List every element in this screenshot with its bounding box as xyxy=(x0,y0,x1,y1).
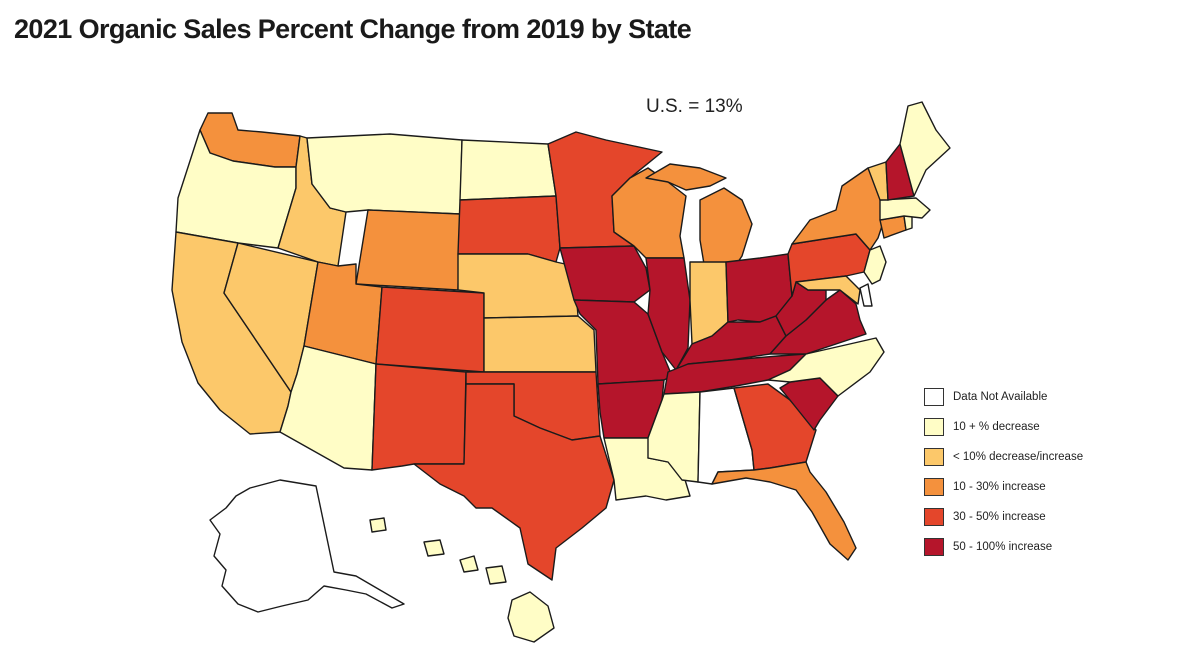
state-MI[interactable] xyxy=(699,187,753,265)
legend-item-flat: < 10% decrease/increase xyxy=(924,442,1083,472)
state-ME[interactable] xyxy=(899,101,951,197)
legend-label: 30 - 50% increase xyxy=(953,511,1046,523)
state-CO[interactable] xyxy=(375,286,485,373)
legend-swatch-flat xyxy=(924,448,944,466)
state-KS[interactable] xyxy=(483,315,597,373)
state-MA[interactable] xyxy=(879,197,931,221)
legend-label: 10 - 30% increase xyxy=(953,481,1046,493)
state-WY[interactable] xyxy=(355,209,461,291)
legend-swatch-dec10 xyxy=(924,418,944,436)
state-ND[interactable] xyxy=(459,139,557,201)
legend-label: 10 + % decrease xyxy=(953,421,1040,433)
state-HI-niihau[interactable] xyxy=(369,517,387,533)
state-AK[interactable] xyxy=(209,479,405,613)
state-NM[interactable] xyxy=(371,363,467,471)
legend-item-inc10_30: 10 - 30% increase xyxy=(924,472,1083,502)
state-FL[interactable] xyxy=(711,461,857,561)
state-MI-upper[interactable] xyxy=(645,163,727,191)
legend-label: < 10% decrease/increase xyxy=(953,451,1084,463)
legend-label: Data Not Available xyxy=(953,391,1048,403)
state-IA[interactable] xyxy=(559,245,651,303)
legend-swatch-inc10_30 xyxy=(924,478,944,496)
state-HI-oahu[interactable] xyxy=(459,555,479,573)
state-NC[interactable] xyxy=(767,337,885,397)
legend-swatch-inc50_100 xyxy=(924,538,944,556)
state-HI-maui[interactable] xyxy=(485,565,507,585)
us-average-note: U.S. = 13% xyxy=(646,96,743,117)
legend-item-inc30_50: 30 - 50% increase xyxy=(924,502,1083,532)
state-RI[interactable] xyxy=(903,215,913,231)
legend-swatch-inc30_50 xyxy=(924,508,944,526)
state-NJ[interactable] xyxy=(863,245,887,285)
legend: Data Not Available 10 + % decrease < 10% d… xyxy=(924,382,1083,562)
state-MD[interactable] xyxy=(795,275,861,305)
state-HI-big[interactable] xyxy=(507,591,555,643)
state-DE[interactable] xyxy=(859,283,873,307)
legend-item-na: Data Not Available xyxy=(924,382,1083,412)
legend-item-inc50_100: 50 - 100% increase xyxy=(924,532,1083,562)
legend-label: 50 - 100% increase xyxy=(953,541,1053,553)
state-WI[interactable] xyxy=(611,167,687,259)
state-SD[interactable] xyxy=(457,195,561,263)
map-title: 2021 Organic Sales Percent Change from 2… xyxy=(14,14,692,44)
legend-swatch-na xyxy=(924,388,944,406)
state-MT[interactable] xyxy=(306,133,463,215)
legend-item-dec10: 10 + % decrease xyxy=(924,412,1083,442)
state-HI-kauai[interactable] xyxy=(423,539,445,557)
state-TX[interactable] xyxy=(413,383,615,581)
